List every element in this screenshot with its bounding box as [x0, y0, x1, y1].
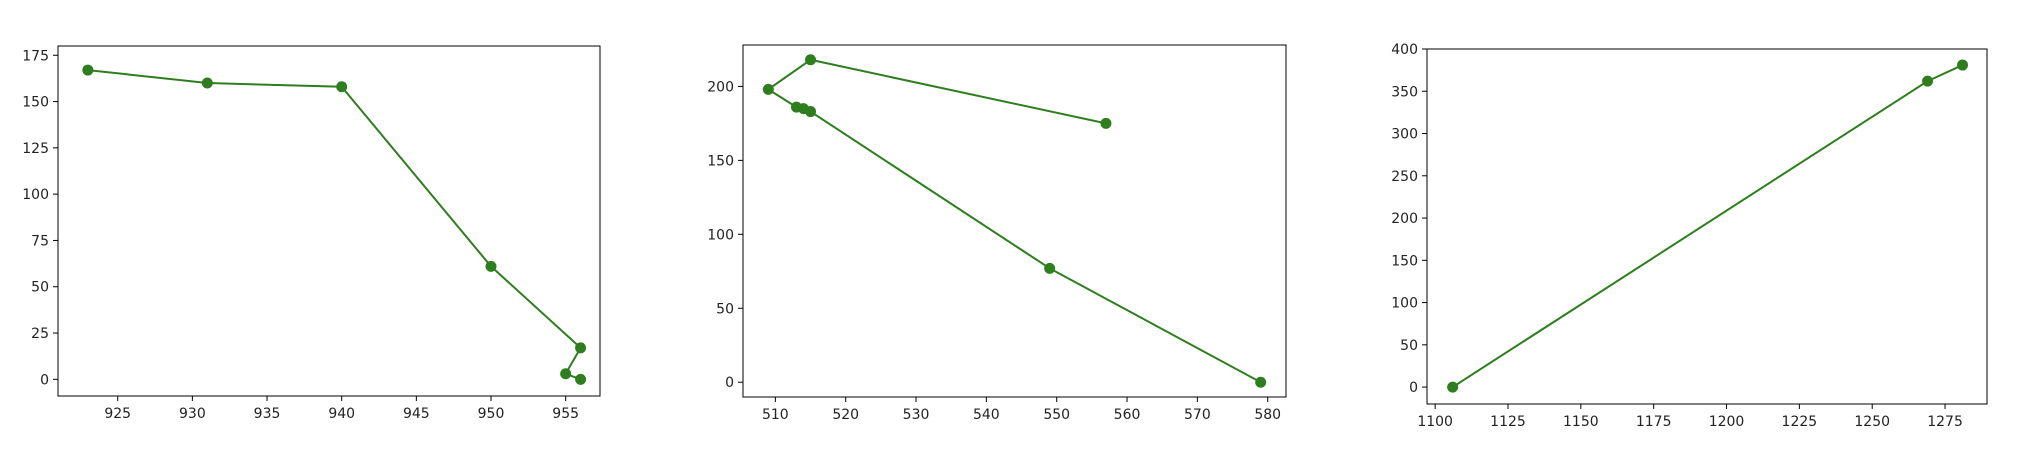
axes-frame [742, 44, 1287, 398]
y-tick-label: 400 [1391, 42, 1418, 58]
x-tick-label: 1100 [1417, 414, 1453, 430]
y-tick-label: 150 [707, 153, 734, 169]
y-tick-label: 50 [31, 280, 49, 296]
x-tick-label: 570 [1184, 407, 1211, 423]
x-tick-label: 550 [1043, 407, 1070, 423]
data-point [485, 260, 497, 272]
y-tick-label: 150 [1391, 253, 1418, 269]
chart-1: 925 930 935 940 945 950 955 0 25 50 75 100 125 150 175 [22, 45, 601, 422]
x-tick-label: 520 [832, 407, 859, 423]
x-tick-label: 580 [1254, 407, 1281, 423]
y-tick-label: 100 [1391, 296, 1418, 312]
x-tick-label: 1125 [1490, 414, 1526, 430]
y-tick-label: 350 [1391, 84, 1418, 100]
data-point [805, 106, 817, 118]
data-point [1100, 117, 1112, 129]
y-tick-label: 200 [707, 79, 734, 95]
data-point [1044, 262, 1056, 274]
y-tick-label: 0 [40, 372, 49, 388]
x-tick-label: 1225 [1782, 414, 1818, 430]
data-point [805, 54, 817, 66]
x-tick-label: 930 [179, 406, 206, 422]
y-tick-label: 100 [707, 227, 734, 243]
x-tick-label: 1250 [1854, 414, 1890, 430]
series-line [87, 69, 582, 381]
y-tick-label: 0 [725, 375, 734, 391]
series-line [1452, 64, 1963, 388]
data-point [1922, 75, 1934, 87]
x-tick-label: 540 [973, 407, 1000, 423]
data-point [1957, 59, 1969, 71]
series-line [767, 58, 1262, 384]
x-tick-label: 945 [403, 406, 430, 422]
y-tick-label: 300 [1391, 127, 1418, 143]
x-tick-label: 510 [762, 407, 789, 423]
y-tick-label: 50 [716, 301, 734, 317]
data-point [575, 342, 587, 354]
x-tick-label: 950 [478, 406, 505, 422]
y-tick-label: 250 [1391, 169, 1418, 185]
x-tick-label: 955 [552, 406, 579, 422]
data-point [336, 81, 348, 93]
chart-2: 510 520 530 540 550 560 570 580 0 50 100 150 200 [707, 44, 1287, 423]
y-tick-label: 25 [31, 326, 49, 342]
x-tick-label: 1175 [1636, 414, 1672, 430]
y-tick-label: 100 [22, 187, 49, 203]
data-point [82, 64, 94, 76]
x-tick-label: 940 [328, 406, 355, 422]
x-tick-label: 1200 [1709, 414, 1745, 430]
chart-3: 1100 1125 1150 1175 1200 1225 1250 1275 0 50 100 15… [1391, 42, 1988, 430]
data-point [1255, 376, 1267, 388]
x-tick-label: 530 [903, 407, 930, 423]
y-tick-label: 50 [1400, 338, 1418, 354]
axes-frame [1426, 48, 1988, 405]
data-point [201, 77, 213, 89]
y-tick-label: 150 [22, 95, 49, 111]
data-point [575, 373, 587, 385]
x-tick-label: 925 [104, 406, 131, 422]
x-tick-label: 1275 [1927, 414, 1963, 430]
y-tick-label: 175 [22, 48, 49, 64]
y-tick-label: 75 [31, 233, 49, 249]
axes-frame [57, 45, 601, 397]
data-point [762, 83, 774, 95]
x-tick-label: 935 [254, 406, 281, 422]
data-point [560, 368, 572, 380]
x-tick-label: 1150 [1563, 414, 1599, 430]
y-tick-label: 125 [22, 141, 49, 157]
y-tick-label: 200 [1391, 211, 1418, 227]
y-tick-label: 0 [1409, 380, 1418, 396]
x-tick-label: 560 [1114, 407, 1141, 423]
data-point [1447, 381, 1459, 393]
